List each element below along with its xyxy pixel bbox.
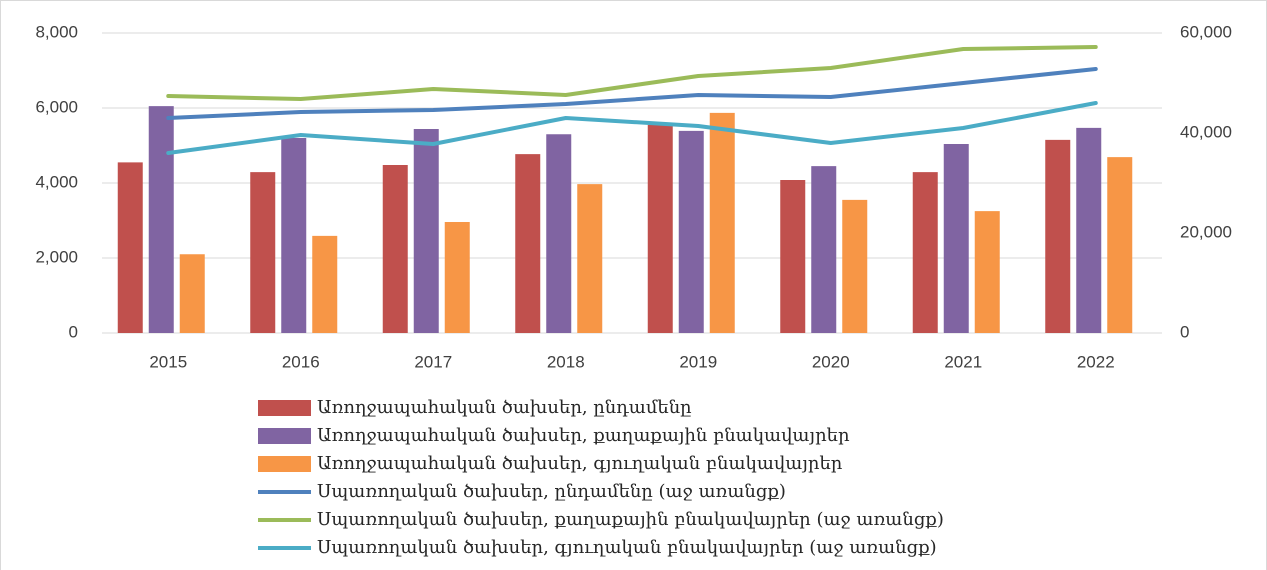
legend-label: Առողջապահական ծախսեր, գյուղական բնակավայ… [317,453,843,474]
bar [943,144,969,333]
x-tick-label: 2019 [679,352,717,371]
bar [312,235,338,333]
legend-swatch [258,456,311,472]
y-tick-label: 6,000 [35,97,78,116]
bar [413,129,439,333]
bar [281,138,307,333]
bar [546,134,572,333]
bar [382,165,408,333]
legend-label: Առողջապահական ծախսեր, քաղաքային բնակավայ… [317,425,850,446]
line [166,45,1098,101]
x-tick-label: 2016 [282,352,320,371]
bar [1045,139,1071,333]
bar [780,180,806,333]
bar [250,172,276,333]
bar [1076,127,1102,333]
bar [179,254,205,333]
bar [709,112,735,333]
x-tick-label: 2015 [149,352,187,371]
bar [974,211,1000,333]
legend-label: Սպառողական ծախսեր, քաղաքային բնակավայրեր… [317,509,944,530]
y2-tick-label: 40,000 [1180,122,1232,141]
y-tick-label: 0 [69,322,78,341]
y-tick-label: 2,000 [35,247,78,266]
x-tick-label: 2021 [944,352,982,371]
x-tick-label: 2017 [414,352,452,371]
legend-swatch [258,428,311,444]
legend-label: Սպառողական ծախսեր, ընդամենը (աջ առանցք) [317,481,786,502]
bar [1107,157,1133,333]
y2-tick-label: 60,000 [1180,22,1232,41]
bar [647,124,673,333]
x-tick-label: 2020 [812,352,850,371]
line [166,101,1098,155]
bar [148,106,174,333]
legend-label: Սպառողական ծախսեր, գյուղական բնակավայրեր… [317,537,937,558]
y2-tick-label: 20,000 [1180,222,1232,241]
legend-label: Առողջապահական ծախսեր, ընդամենը [317,397,692,418]
bar [515,154,541,333]
y-tick-label: 8,000 [35,22,78,41]
y-tick-label: 4,000 [35,172,78,191]
bar [811,166,837,333]
bar [577,184,603,333]
bar [678,130,704,333]
bar [117,162,143,333]
line [166,67,1098,120]
x-tick-label: 2022 [1077,352,1115,371]
y2-tick-label: 0 [1180,322,1189,341]
legend-swatch [258,400,311,416]
x-tick-label: 2018 [547,352,585,371]
bar [842,199,868,333]
bar [444,222,470,333]
bar [912,172,938,333]
